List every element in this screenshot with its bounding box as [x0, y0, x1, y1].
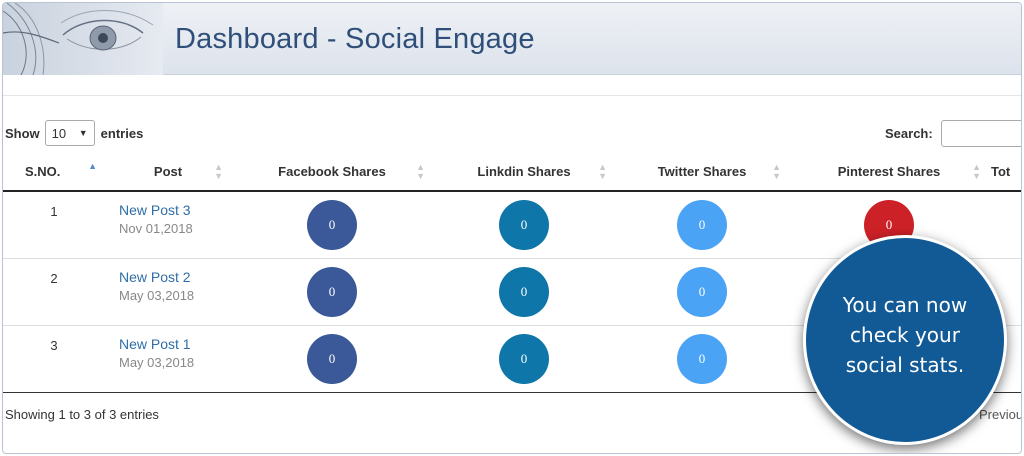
twitter-share-count-cell: 0 — [615, 191, 789, 259]
search-label: Search: — [885, 125, 933, 141]
facebook-share-count: 0 — [307, 199, 357, 250]
table-header-row: S.NO. ▲ Post ▲ ▼ Facebook Shares ▲ ▼ Linkd… — [3, 153, 1021, 192]
post-date: May 03,2018 — [119, 354, 195, 370]
post-cell: New Post 3 Nov 01,2018 — [105, 191, 231, 259]
linkedin-share-count-cell: 0 — [433, 325, 615, 393]
total-cell — [989, 191, 1021, 259]
show-label: Show — [5, 125, 40, 141]
column-header-pinterest-shares[interactable]: Pinterest Shares ▲ ▼ — [789, 153, 989, 192]
row-number: 1 — [3, 191, 105, 259]
column-header-sno[interactable]: S.NO. ▲ — [3, 153, 105, 192]
twitter-share-count: 0 — [677, 333, 727, 384]
social-shares-table: S.NO. ▲ Post ▲ ▼ Facebook Shares ▲ ▼ Linkd… — [3, 153, 1021, 393]
facebook-share-count: 0 — [307, 333, 357, 384]
post-title-link[interactable]: New Post 3 — [119, 202, 191, 218]
twitter-share-count-cell: 0 — [615, 258, 789, 326]
post-title-link[interactable]: New Post 2 — [119, 268, 191, 285]
table-info: Showing 1 to 3 of 3 entries — [5, 407, 159, 422]
table-row: 3 New Post 1 May 03,2018 0 0 0 — [3, 325, 1021, 393]
twitter-share-count: 0 — [677, 199, 727, 250]
length-menu: Show 10 ▼ entries — [5, 119, 143, 147]
previous-page-button[interactable]: Previous — [979, 407, 1021, 422]
column-header-twitter-shares[interactable]: Twitter Shares ▲ ▼ — [615, 153, 789, 192]
facebook-share-count-cell: 0 — [231, 191, 433, 259]
sort-icon: ▲ ▼ — [772, 162, 781, 181]
linkedin-share-count: 0 — [499, 266, 549, 317]
column-header-linkedin-shares[interactable]: Linkdin Shares ▲ ▼ — [433, 153, 615, 192]
twitter-share-count: 0 — [677, 266, 727, 317]
entries-select-value: 10 — [51, 125, 67, 141]
sort-icon: ▲ ▼ — [416, 162, 425, 181]
sort-asc-icon: ▲ — [88, 161, 97, 171]
sort-icon: ▲ ▼ — [972, 162, 981, 181]
row-number: 3 — [3, 325, 105, 393]
header-banner: Dashboard - Social Engage — [3, 3, 1021, 75]
search-input[interactable] — [940, 119, 1021, 147]
column-header-total[interactable]: Tot — [989, 153, 1021, 192]
linkedin-share-count: 0 — [499, 333, 549, 384]
facebook-share-count-cell: 0 — [231, 325, 433, 393]
column-header-post[interactable]: Post ▲ ▼ — [105, 153, 231, 192]
facebook-share-count: 0 — [307, 266, 357, 317]
post-cell: New Post 1 May 03,2018 — [105, 325, 231, 393]
column-header-facebook-shares[interactable]: Facebook Shares ▲ ▼ — [231, 153, 433, 192]
eye-logo-image — [3, 3, 163, 75]
page-title: Dashboard - Social Engage — [175, 23, 535, 55]
chevron-down-icon: ▼ — [78, 128, 88, 138]
row-number: 2 — [3, 258, 105, 326]
post-date: May 03,2018 — [119, 287, 195, 303]
linkedin-share-count-cell: 0 — [433, 191, 615, 259]
facebook-share-count-cell: 0 — [231, 258, 433, 326]
callout-bubble: You can now check your social stats. — [803, 235, 1007, 445]
search-bar: Search: — [885, 119, 1021, 147]
callout-text: You can now check your social stats. — [842, 293, 968, 377]
post-date: Nov 01,2018 — [119, 221, 193, 236]
sort-icon: ▲ ▼ — [214, 162, 223, 181]
post-cell: New Post 2 May 03,2018 — [105, 258, 231, 326]
entries-label: entries — [100, 125, 144, 141]
twitter-share-count-cell: 0 — [615, 325, 789, 393]
table-row: 1 New Post 3 Nov 01,2018 0 0 0 0 — [3, 191, 1021, 259]
linkedin-share-count-cell: 0 — [433, 258, 615, 326]
entries-select[interactable]: 10 ▼ — [44, 120, 95, 146]
sort-icon: ▲ ▼ — [598, 162, 607, 181]
post-title-link[interactable]: New Post 1 — [119, 335, 191, 352]
linkedin-share-count: 0 — [499, 199, 549, 250]
divider — [3, 95, 1021, 96]
